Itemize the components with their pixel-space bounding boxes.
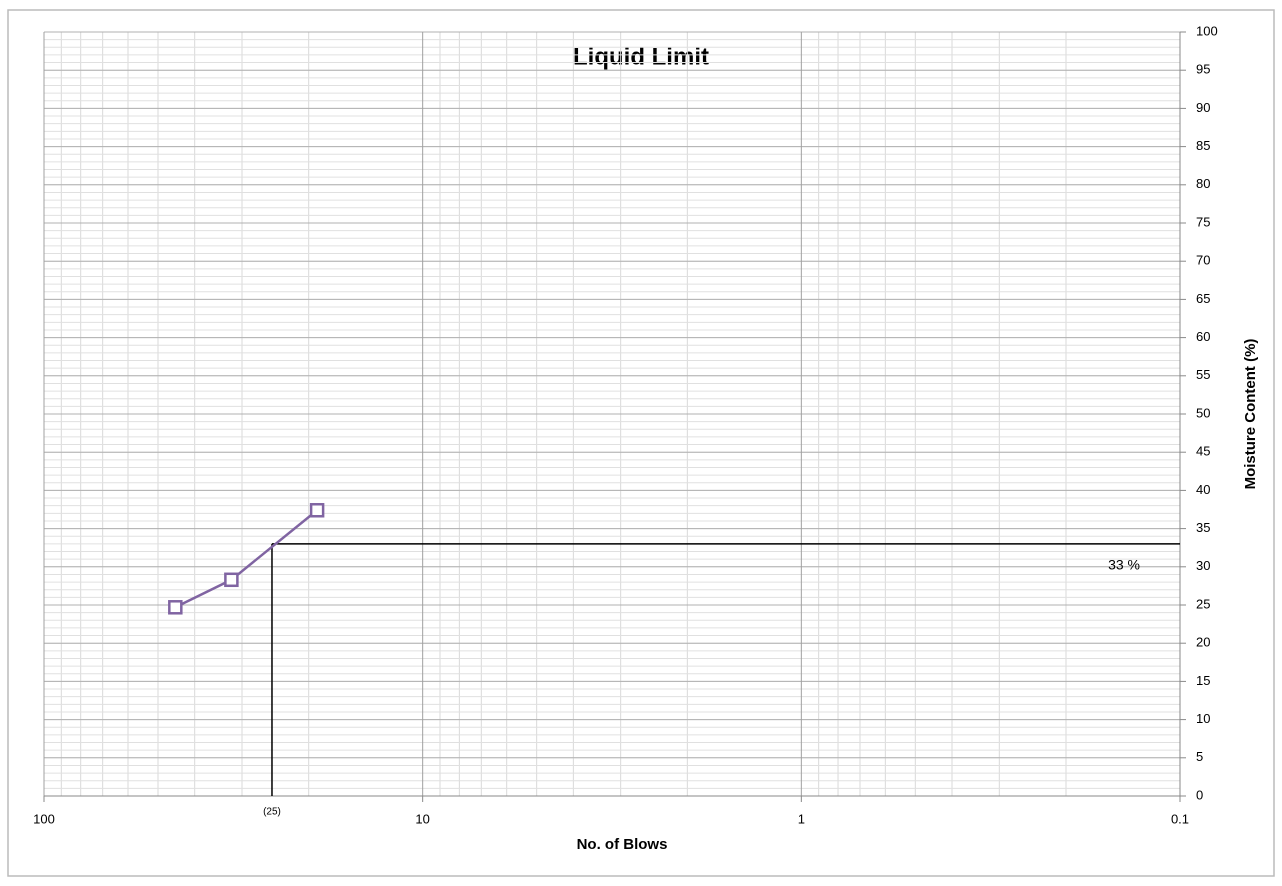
y-tick-label: 0 [1196, 787, 1203, 802]
y-tick-label: 30 [1196, 558, 1210, 573]
y-tick-label: 15 [1196, 673, 1210, 688]
data-point [168, 600, 183, 615]
y-tick-label: 10 [1196, 711, 1210, 726]
chart-title: Liquid Limit [573, 43, 709, 70]
data-point [224, 572, 239, 588]
y-tick-label: 60 [1196, 329, 1210, 344]
y-tick-label: 75 [1196, 214, 1210, 229]
x-tick-label: 100 [33, 811, 55, 826]
chart-frame [7, 9, 1275, 877]
data-point [309, 503, 325, 518]
y-tick-label: 50 [1196, 405, 1210, 420]
y-tick-label: 25 [1196, 596, 1210, 611]
reference-x-label: (25) [263, 807, 281, 818]
y-tick-label: 5 [1196, 749, 1203, 764]
y-tick-label: 40 [1196, 482, 1210, 497]
y-tick-label: 65 [1196, 291, 1210, 306]
reference-y-label: 33 % [1108, 557, 1140, 573]
x-tick-label: 0.1 [1171, 811, 1189, 826]
y-tick-label: 55 [1196, 367, 1210, 382]
y-tick-label: 95 [1196, 62, 1210, 77]
y-tick-label: 100 [1196, 23, 1218, 38]
y-tick-label: 80 [1196, 176, 1210, 191]
y-axis-label: Moisture Content (%) [1242, 339, 1259, 490]
y-tick-label: 45 [1196, 444, 1210, 459]
x-axis-label: No. of Blows [577, 836, 668, 853]
y-tick-label: 20 [1196, 635, 1210, 650]
x-tick-label: 10 [415, 811, 429, 826]
y-tick-label: 70 [1196, 253, 1210, 268]
y-tick-label: 85 [1196, 138, 1210, 153]
y-tick-label: 90 [1196, 100, 1210, 115]
y-tick-label: 35 [1196, 520, 1210, 535]
x-tick-label: 1 [798, 811, 805, 826]
